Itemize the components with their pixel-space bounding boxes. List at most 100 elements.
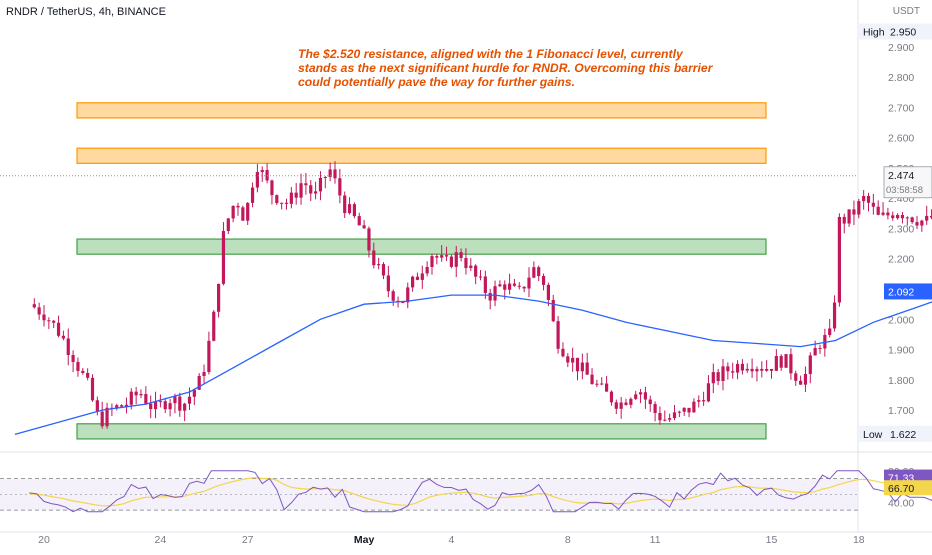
candle: [857, 201, 861, 215]
candle: [100, 411, 104, 427]
candle: [711, 372, 715, 384]
candle: [779, 356, 783, 368]
candle: [498, 284, 502, 287]
candle: [590, 374, 594, 385]
y-tick-label: 2.900: [888, 42, 914, 54]
candle: [847, 209, 851, 224]
candle: [66, 338, 70, 356]
candle: [682, 407, 686, 412]
candle: [32, 304, 36, 308]
candle: [207, 340, 211, 372]
candle: [508, 283, 512, 290]
candle: [837, 216, 841, 303]
candle: [221, 231, 226, 284]
candle: [726, 366, 730, 372]
x-tick-label: 11: [650, 534, 661, 546]
candle: [648, 399, 652, 405]
candle: [522, 286, 526, 289]
candle: [546, 284, 550, 300]
candle: [357, 216, 361, 226]
candle: [653, 404, 657, 414]
last-price-value: 2.474: [888, 170, 914, 182]
candle: [435, 256, 439, 258]
candle: [789, 354, 793, 374]
candle: [343, 195, 347, 214]
candle: [299, 183, 303, 198]
candle: [158, 401, 162, 403]
candle: [566, 356, 570, 363]
candle: [585, 362, 589, 375]
candle: [512, 283, 517, 286]
low-value: 1.622: [890, 429, 916, 441]
candle: [323, 176, 327, 178]
candle: [605, 383, 609, 392]
candle: [799, 380, 803, 385]
candle: [634, 394, 638, 399]
candle: [381, 264, 386, 276]
y-tick-label: 2.300: [888, 223, 914, 235]
candle: [250, 187, 255, 203]
candle: [352, 204, 356, 217]
candle: [886, 212, 890, 216]
candle: [483, 276, 487, 293]
candle: [575, 357, 580, 372]
candle: [663, 419, 667, 421]
candle: [454, 252, 458, 267]
candle: [52, 320, 56, 323]
candle: [852, 209, 856, 215]
resistance-zone: [76, 147, 767, 164]
candle: [217, 283, 221, 312]
candle: [755, 368, 759, 372]
candle: [561, 348, 565, 357]
candle: [891, 215, 895, 219]
candle: [866, 195, 871, 203]
candle: [832, 302, 837, 329]
candle: [386, 275, 390, 292]
candle: [503, 284, 507, 290]
candle: [614, 402, 618, 409]
candle: [629, 398, 633, 405]
candle: [406, 287, 410, 303]
y-tick-label: 1.700: [888, 405, 914, 417]
candle: [925, 215, 929, 221]
candle: [517, 285, 521, 287]
symbol-title: RNDR / TetherUS, 4h, BINANCE: [6, 6, 166, 18]
bar-countdown: 03:58:58: [886, 185, 923, 196]
candle: [328, 169, 332, 177]
y-tick-label: 2.200: [888, 254, 914, 266]
x-tick-label: 24: [155, 534, 167, 546]
candle: [609, 391, 614, 403]
candle: [750, 368, 754, 372]
candle: [42, 314, 46, 321]
candle: [86, 372, 90, 378]
x-tick-label: 15: [766, 534, 778, 546]
candle: [697, 400, 701, 402]
x-tick-label: 4: [448, 534, 454, 546]
y-tick-label: 1.900: [888, 345, 914, 357]
candle: [226, 218, 230, 232]
candle: [314, 191, 318, 194]
candle: [178, 396, 182, 411]
rsi-ma-value-tag: [884, 480, 932, 496]
candle: [740, 363, 744, 371]
candle: [580, 362, 584, 372]
high-label: High: [863, 27, 885, 39]
low-label-box: [858, 425, 932, 442]
candle: [129, 391, 133, 405]
candle: [638, 392, 643, 395]
candle: [440, 255, 444, 258]
candle: [469, 265, 473, 269]
candle: [813, 348, 817, 356]
high-value: 2.950: [890, 27, 916, 39]
support-zone: [76, 238, 767, 255]
candle: [808, 355, 812, 374]
candle: [896, 214, 900, 219]
candle: [692, 401, 696, 413]
candle: [163, 401, 167, 410]
candle: [929, 215, 932, 218]
candle: [881, 212, 885, 215]
annotation-text: The $2.520 resistance, aligned with the …: [298, 47, 713, 89]
ma-value: 2.092: [888, 286, 914, 298]
candle: [706, 383, 711, 402]
